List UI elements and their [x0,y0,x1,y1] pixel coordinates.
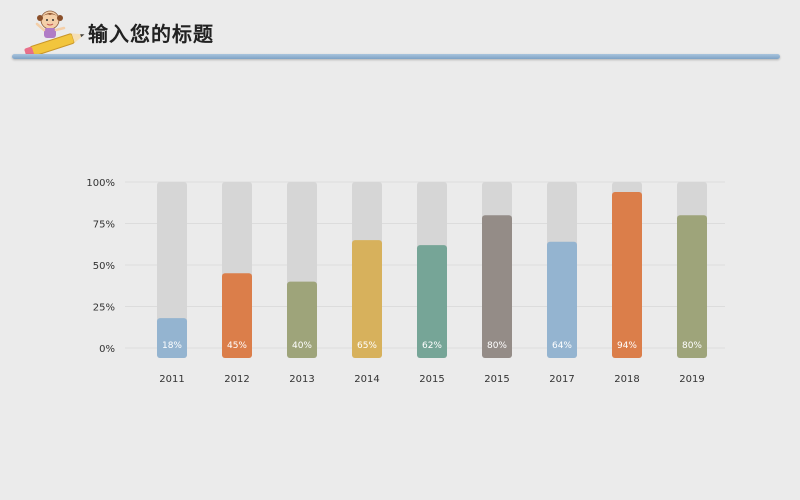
data-label: 45% [227,341,247,351]
header: 输入您的标题 [0,0,800,70]
bar [352,240,382,358]
pencil-kid-icon [24,10,85,58]
bar [547,241,577,358]
x-tick-label: 2017 [549,374,574,385]
x-tick-label: 2015 [419,374,444,385]
x-tick-label: 2019 [679,374,704,385]
y-tick-label: 75% [93,220,115,231]
x-tick-label: 2018 [614,374,639,385]
x-tick-label: 2012 [224,374,249,385]
bar [482,215,512,358]
page-title: 输入您的标题 [88,22,214,46]
data-label: 62% [422,341,442,351]
data-label: 80% [487,341,507,351]
header-divider [12,54,780,59]
data-label: 80% [682,341,702,351]
data-label: 64% [552,341,572,351]
x-tick-label: 2011 [159,374,184,385]
data-label: 94% [617,341,637,351]
bar [612,191,642,358]
bar [287,281,317,358]
bar [677,215,707,358]
bar [417,245,447,358]
y-tick-label: 100% [86,178,115,189]
x-tick-label: 2014 [354,374,379,385]
x-tick-label: 2013 [289,374,314,385]
x-tick-label: 2015 [484,374,509,385]
bar [157,318,187,358]
data-label: 65% [357,341,377,351]
bar [222,273,252,358]
data-label: 40% [292,341,312,351]
data-label: 18% [162,341,182,351]
bar-background [157,182,187,358]
y-tick-label: 0% [99,344,115,355]
bar-chart: 0% 25% 50% 75% 100% 18% 2011 45% 2012 40% 2013 65% 2… [86,178,725,385]
y-tick-label: 25% [93,303,115,314]
y-tick-label: 50% [93,261,115,272]
